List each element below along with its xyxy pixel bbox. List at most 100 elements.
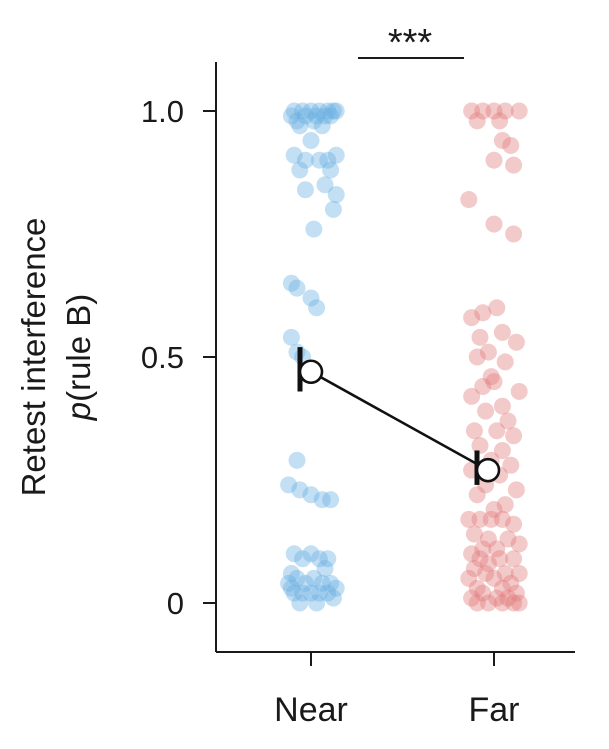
near-mean-marker: [298, 359, 324, 385]
near-data-point: [319, 102, 337, 120]
near-data-point: [291, 117, 309, 135]
far-data-point: [463, 387, 481, 405]
far-data-point: [507, 584, 525, 602]
near-data-point: [324, 200, 342, 218]
far-data-point: [505, 156, 523, 174]
far-data-point: [502, 456, 520, 474]
near-data-point: [294, 550, 312, 568]
near-data-point: [327, 579, 345, 597]
near-data-point: [282, 274, 300, 292]
far-data-point: [493, 579, 511, 597]
near-data-point: [322, 574, 340, 592]
far-data-point: [502, 136, 520, 154]
near-data-point: [288, 569, 306, 587]
near-data-point: [316, 560, 334, 578]
far-data-point: [474, 584, 492, 602]
near-data-point: [305, 112, 323, 130]
y-axis-title-line2: p(rule B): [60, 294, 97, 422]
near-data-point: [324, 102, 342, 120]
far-data-point: [505, 225, 523, 243]
near-data-point: [308, 594, 326, 612]
far-data-point: [477, 564, 495, 582]
near-data-point: [285, 146, 303, 164]
far-data-point: [496, 353, 514, 371]
near-data-point: [294, 584, 312, 602]
far-data-point: [479, 343, 497, 361]
far-data-point: [510, 564, 528, 582]
far-data-point: [468, 579, 486, 597]
near-data-point: [322, 107, 340, 125]
axes: [215, 62, 575, 653]
near-data-point: [319, 550, 337, 568]
near-data-point: [305, 220, 323, 238]
near-data-point: [310, 151, 328, 169]
near-data-point: [313, 117, 331, 135]
far-data-point: [468, 486, 486, 504]
far-data-point: [496, 102, 514, 120]
far-data-point: [493, 594, 511, 612]
near-data-point: [285, 545, 303, 563]
near-data-point: [319, 584, 337, 602]
y-tick-label: 0.5: [141, 340, 184, 375]
near-data-point: [308, 107, 326, 125]
far-data-point: [479, 530, 497, 548]
far-data-point: [479, 555, 497, 573]
near-data-point: [305, 569, 323, 587]
far-data-point: [491, 112, 509, 130]
near-data-point: [288, 451, 306, 469]
near-data-point: [322, 491, 340, 509]
far-data-point: [460, 569, 478, 587]
far-data-point: [463, 102, 481, 120]
far-data-point: [485, 501, 503, 519]
far-data-point: [488, 540, 506, 558]
far-data-point: [465, 422, 483, 440]
near-data-point: [308, 299, 326, 317]
far-data-point: [485, 569, 503, 587]
far-data-point: [482, 368, 500, 386]
near-data-point: [302, 102, 320, 120]
near-data-point: [316, 107, 334, 125]
far-data-point: [465, 560, 483, 578]
far-data-point: [460, 510, 478, 528]
far-data-point: [507, 333, 525, 351]
x-category-label-far: Far: [469, 691, 520, 729]
far-data-point: [463, 589, 481, 607]
near-data-point: [302, 584, 320, 602]
far-data-point: [499, 412, 517, 430]
far-data-point: [477, 402, 495, 420]
far-mean-marker: [475, 457, 501, 483]
far-data-point: [499, 589, 517, 607]
near-data-point: [280, 476, 298, 494]
far-data-point: [463, 545, 481, 563]
near-data-point: [310, 102, 328, 120]
near-data-point: [302, 486, 320, 504]
near-data-point: [288, 279, 306, 297]
near-data-point: [285, 584, 303, 602]
far-data-point: [471, 328, 489, 346]
far-data-point: [485, 151, 503, 169]
far-data-point: [471, 510, 489, 528]
near-data-point: [327, 186, 345, 204]
near-data-point: [296, 151, 314, 169]
far-data-point: [502, 574, 520, 592]
far-data-point: [468, 594, 486, 612]
far-data-point: [493, 441, 511, 459]
far-data-point: [510, 382, 528, 400]
y-axis-title-italic-p: p: [60, 402, 97, 421]
far-data-point: [468, 348, 486, 366]
far-data-point: [485, 102, 503, 120]
far-data-point: [493, 510, 511, 528]
y-tick-label: 1.0: [141, 94, 184, 129]
near-data-point: [282, 328, 300, 346]
near-data-point: [282, 107, 300, 125]
near-data-point: [285, 102, 303, 120]
far-data-point: [471, 550, 489, 568]
near-data-point: [302, 545, 320, 563]
far-data-point: [496, 564, 514, 582]
near-data-point: [282, 564, 300, 582]
near-data-point: [322, 161, 340, 179]
far-data-point: [493, 323, 511, 341]
far-data-point: [460, 191, 478, 209]
far-data-point: [488, 422, 506, 440]
